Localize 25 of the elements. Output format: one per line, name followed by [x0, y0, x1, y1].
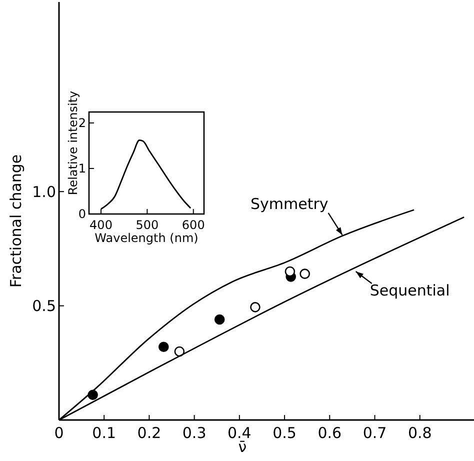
- annotation: Symmetry: [250, 194, 328, 213]
- x-tick-label: 0.8: [408, 424, 432, 442]
- point: [300, 268, 310, 279]
- y-tick-label: 0: [78, 207, 86, 222]
- annotation: Sequential: [370, 282, 450, 300]
- point: [250, 302, 260, 312]
- point: [214, 314, 225, 325]
- y-tick-label: 2: [78, 116, 86, 130]
- x-tick-label: 0.5: [272, 424, 296, 442]
- x-tick-label: 500: [136, 218, 159, 232]
- point: [284, 266, 296, 277]
- x-tick-label: 600: [182, 218, 205, 232]
- y-tick-label: 1: [78, 162, 86, 176]
- x-tick-label: 0.1: [92, 424, 116, 442]
- x-tick-label: 0.2: [137, 424, 162, 442]
- point: [174, 346, 185, 357]
- x-tick-label: 0.3: [182, 424, 206, 442]
- point: [158, 342, 169, 352]
- x-axis-title: Wavelength (nm): [94, 231, 198, 245]
- x-tick-label: 0.6: [318, 424, 342, 442]
- x-tick-label: 0.7: [362, 424, 387, 442]
- x-tick-label: 400: [90, 218, 112, 232]
- y-tick-label: 1.0: [32, 182, 56, 201]
- y-axis-title: Fractional change: [7, 154, 25, 288]
- y-axis-title: Relative intensity: [66, 90, 80, 196]
